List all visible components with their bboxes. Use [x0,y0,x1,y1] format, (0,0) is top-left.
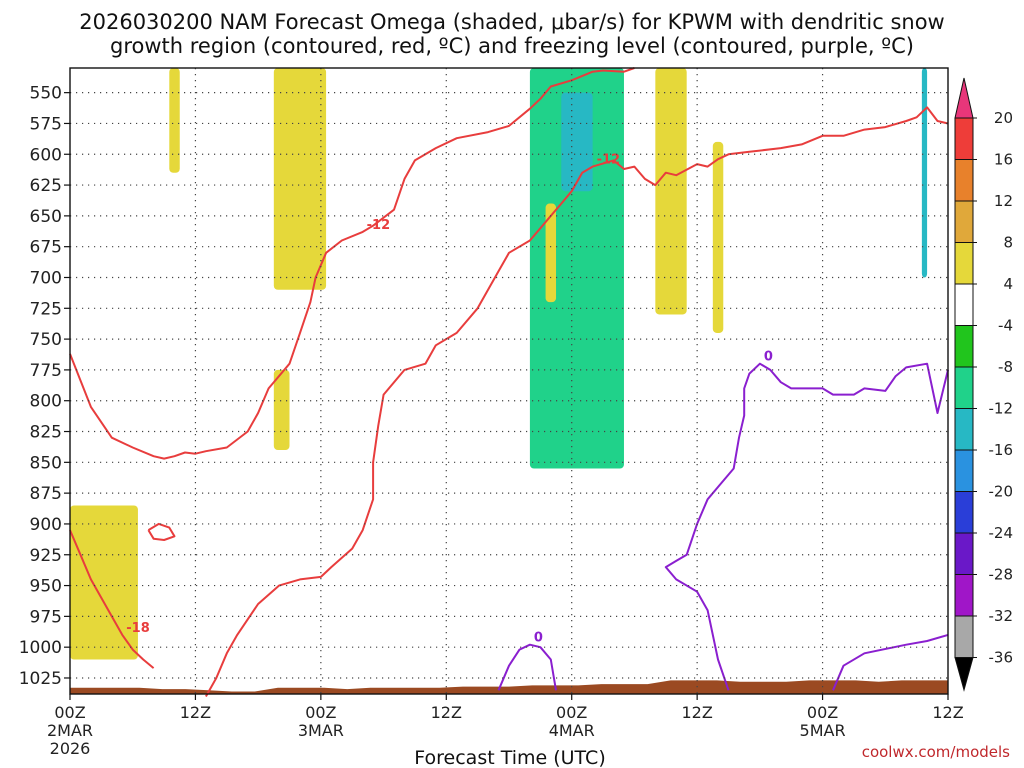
y-tick-label-850: 850 [30,453,62,473]
terrain-fill [70,680,948,694]
colorbar-top-arrow [954,77,974,119]
colorbar-label-8: -16 [989,441,1014,459]
chart-title-line2: growth region (contoured, red, ºC) and f… [110,34,914,58]
x-tick-date-h48: 4MAR [549,721,595,740]
y-tick-label-800: 800 [30,392,62,412]
y-tick-label-675: 675 [30,238,62,258]
dgz-contour-1 [69,529,155,669]
colorbar-label-9: -20 [989,483,1014,501]
x-tick-label-h84: 12Z [932,703,963,722]
x-tick-label-h36: 12Z [431,703,462,722]
colorbar-label-7: -12 [989,400,1014,418]
y-tick-label-550: 550 [30,84,62,104]
x-tick-date-h72: 5MAR [800,721,846,740]
omega-downward-motion-2 [273,68,327,290]
colorbar-bin-2 [954,200,974,243]
x-tick-label-h60: 12Z [681,703,712,722]
x-tick-date-h24: 3MAR [298,721,344,740]
colorbar-label-4: 4 [1003,275,1013,293]
freezing-contour-label-0: 0 [534,631,543,646]
plot-frame [69,67,949,695]
y-tick-label-700: 700 [30,268,62,288]
colorbar-bin-8 [954,449,974,492]
colorbar-bin-12 [954,615,974,658]
x-axis-label: Forecast Time (UTC) [414,747,605,768]
freezing-contour-1 [664,362,949,691]
y-tick-label-975: 975 [30,607,62,627]
x-tick-label-h12: 12Z [180,703,211,722]
dgz-contour-3 [147,522,176,541]
colorbar-label-2: 12 [994,192,1013,210]
colorbar-bin-5 [954,325,974,368]
x-tick-date-h0: 2MAR [47,721,93,740]
axes: 550 575 600 625 650 675 700 725 750 775 800 825 850 8… [19,67,964,758]
colorbar-bin-11 [954,574,974,617]
omega-downward-motion-6 [712,141,724,333]
y-tick-label-925: 925 [30,546,62,566]
colorbar-bin-0 [954,117,974,160]
colorbar-bin-9 [954,491,974,534]
credit-text: coolwx.com/models [862,743,1010,761]
x-tick-label-h72: 00Z [807,703,838,722]
colorbar-bin-7 [954,408,974,451]
y-tick-label-1025: 1025 [19,669,62,689]
colorbar-label-0: 20 [994,109,1013,127]
colorbar-label-3: 8 [1003,234,1013,252]
dgz-contour-label-0: -12 [367,218,391,233]
freezing-contour-0 [497,643,557,691]
chart-title-line1: 2026030200 NAM Forecast Omega (shaded, μ… [79,10,944,34]
colorbar-label-12: -32 [989,607,1014,625]
y-tick-label-775: 775 [30,361,62,381]
y-tick-label-900: 900 [30,515,62,535]
omega-downward-motion-5 [655,68,687,315]
y-tick-label-1000: 1000 [19,638,62,658]
plot-area: -12 -18 -12 0 0 [69,67,949,697]
omega-downward-motion-3 [273,369,290,451]
colorbar-bin-3 [954,242,974,285]
omega-upward-motion-core [529,68,624,469]
y-tick-label-950: 950 [30,577,62,597]
colorbar-label-10: -24 [989,524,1014,542]
x-tick-label-h0: 00Z [54,703,85,722]
colorbar-label-1: 16 [994,151,1013,169]
freezing-contour-2 [832,633,949,691]
colorbar-label-5: -4 [998,317,1013,335]
y-tick-label-875: 875 [30,484,62,504]
y-tick-label-650: 650 [30,207,62,227]
omega-downward-motion-4 [70,505,138,660]
dgz-contour-label-2: -12 [597,153,621,168]
colorbar-label-13: -36 [989,649,1014,667]
freezing-contour-label-1: 0 [764,350,773,365]
dgz-contour-0 [69,67,635,460]
colorbar-bin-10 [954,532,974,575]
x-tick-year-h0: 2026 [50,739,91,758]
y-tick-label-600: 600 [30,145,62,165]
y-tick-label-825: 825 [30,423,62,443]
colorbar-bin-6 [954,366,974,409]
y-tick-label-725: 725 [30,299,62,319]
colorbar-label-6: -8 [998,358,1013,376]
y-tick-label-750: 750 [30,330,62,350]
omega-strong-upward-motion-core [561,92,593,192]
colorbar-label-11: -28 [989,566,1014,584]
colorbar-bottom-arrow [954,657,974,692]
colorbar-bin-1 [954,159,974,202]
x-tick-label-h48: 00Z [556,703,587,722]
dgz-contour-label-1: -18 [126,621,150,636]
colorbar: 20 16 12 8 4 -4 -8 -12 -16 -20 -24 -28 -32 -36 [954,77,1014,692]
omega-downward-motion-1 [169,68,180,173]
y-tick-label-625: 625 [30,176,62,196]
y-tick-label-575: 575 [30,114,62,134]
omega-upper-upward-motion-right [921,68,928,278]
x-tick-label-h24: 00Z [305,703,336,722]
colorbar-bin-4 [954,283,974,326]
dgz-contour-2 [205,106,949,697]
omega-downward-motion-7 [545,203,557,303]
